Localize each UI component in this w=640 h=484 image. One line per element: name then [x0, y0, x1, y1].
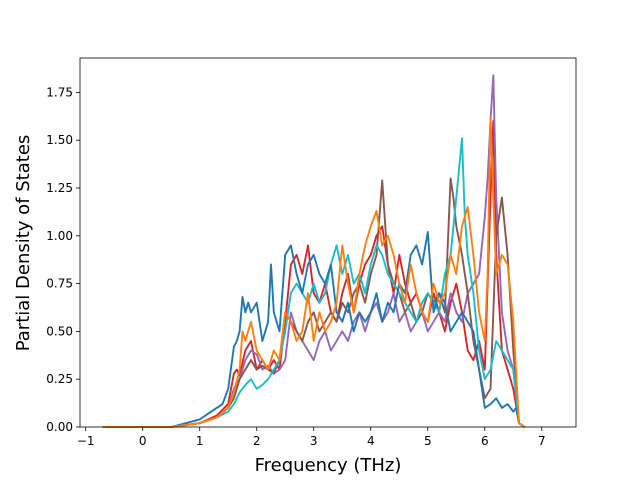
y-axis-ticks: 0.00 0.25 0.50 0.75 1.00 1.25 1.50 1.75 [46, 85, 80, 434]
x-tick-label: −1 [77, 434, 95, 448]
x-tick-label: 2 [253, 434, 261, 448]
y-axis-label: Partial Density of States [13, 135, 34, 352]
y-tick-label: 0.25 [46, 372, 73, 386]
x-tick-label: 1 [196, 434, 204, 448]
x-axis-label: Frequency (THz) [255, 455, 402, 476]
series-line-6 [102, 116, 526, 428]
x-tick-label: 3 [310, 434, 318, 448]
y-tick-label: 1.00 [46, 229, 73, 243]
y-tick-label: 1.75 [46, 85, 73, 99]
x-axis-ticks: −1 0 1 2 3 4 5 6 7 [77, 427, 546, 448]
y-tick-label: 1.50 [46, 133, 73, 147]
series-line-5 [102, 231, 526, 428]
y-tick-label: 0.75 [46, 277, 73, 291]
x-tick-label: 6 [481, 434, 489, 448]
x-tick-label: 4 [367, 434, 375, 448]
series-line-4 [102, 137, 526, 428]
x-tick-label: 5 [424, 434, 432, 448]
series-layer [102, 74, 526, 428]
series-line-3 [102, 177, 526, 428]
y-tick-label: 0.00 [46, 420, 73, 434]
y-tick-label: 0.50 [46, 324, 73, 338]
y-tick-label: 1.25 [46, 181, 73, 195]
x-tick-label: 0 [139, 434, 147, 448]
axes-frame [79, 57, 577, 428]
x-tick-label: 7 [538, 434, 546, 448]
